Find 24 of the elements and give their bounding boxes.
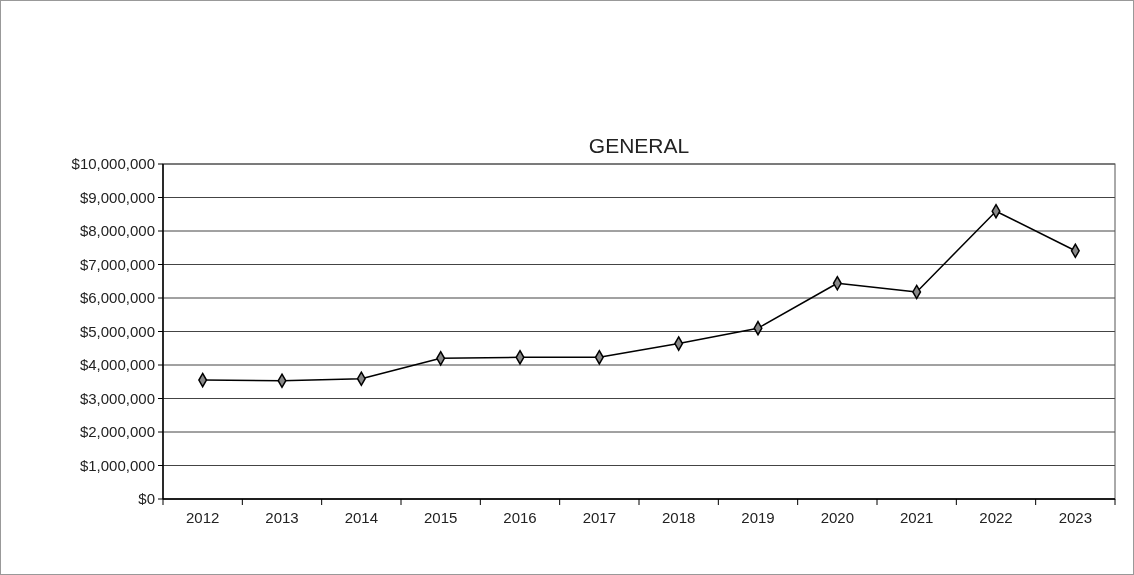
y-tick-label: $10,000,000 [71, 155, 155, 173]
y-tick-label: $0 [138, 490, 155, 508]
y-tick-label: $8,000,000 [79, 222, 155, 240]
x-tick-label: 2023 [1058, 509, 1093, 526]
x-tick-label: 2020 [820, 509, 855, 526]
x-tick-label: 2018 [661, 509, 696, 526]
y-tick-label: $1,000,000 [79, 456, 155, 474]
y-tick-label: $5,000,000 [79, 322, 155, 340]
x-tick-label: 2013 [265, 509, 299, 526]
x-tick-label: 2015 [423, 509, 458, 526]
x-tick-label: 2016 [503, 509, 537, 526]
x-tick-label: 2012 [185, 509, 220, 526]
x-tick-label: 2019 [741, 509, 775, 526]
y-tick-label: $9,000,000 [79, 188, 155, 206]
y-tick-label: $6,000,000 [79, 289, 155, 307]
x-tick-label: 2017 [582, 509, 617, 526]
y-tick-label: $7,000,000 [79, 255, 155, 273]
y-tick-label: $2,000,000 [79, 423, 155, 441]
x-tick-label: 2021 [899, 509, 934, 526]
y-tick-label: $4,000,000 [79, 356, 155, 374]
x-tick-label: 2014 [344, 509, 379, 526]
y-tick-label: $3,000,000 [79, 389, 155, 407]
x-tick-label: 2022 [979, 509, 1013, 526]
chart-title: GENERAL [588, 134, 690, 157]
